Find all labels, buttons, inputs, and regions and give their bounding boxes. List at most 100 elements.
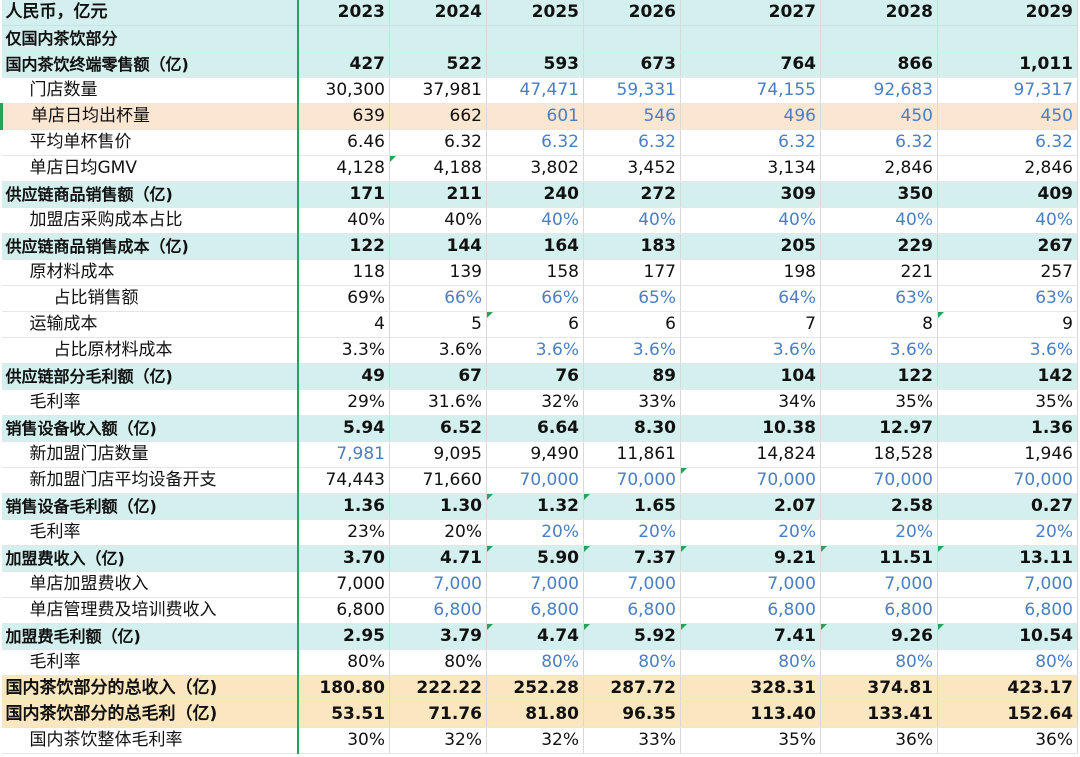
value-cell[interactable]: 177	[583, 259, 681, 286]
row-label-cell[interactable]: 占比原材料成本	[1, 337, 299, 364]
value-cell[interactable]: 53.51	[297, 701, 390, 728]
value-cell[interactable]: 40%	[486, 207, 584, 234]
value-cell[interactable]: 6,800	[680, 597, 821, 624]
value-cell[interactable]: 423.17	[937, 675, 1078, 702]
value-cell[interactable]: 10.54	[937, 623, 1078, 650]
value-cell[interactable]: 7,000	[583, 571, 681, 598]
value-cell[interactable]: 522	[389, 51, 487, 78]
value-cell[interactable]: 74,155	[680, 77, 821, 104]
row-label-cell[interactable]: 新加盟门店平均设备开支	[1, 467, 299, 494]
value-cell[interactable]: 1.36	[297, 493, 390, 520]
empty-cell[interactable]	[583, 25, 681, 52]
value-cell[interactable]: 11.51	[820, 545, 938, 572]
value-cell[interactable]: 546	[583, 103, 681, 130]
value-cell[interactable]: 1.36	[937, 415, 1078, 442]
row-label-cell[interactable]: 供应链商品销售额（亿)	[1, 181, 299, 208]
value-cell[interactable]: 142	[937, 363, 1078, 390]
value-cell[interactable]: 6.64	[486, 415, 584, 442]
value-cell[interactable]: 20%	[937, 519, 1078, 546]
value-cell[interactable]: 122	[820, 363, 938, 390]
value-cell[interactable]: 8	[820, 311, 938, 338]
year-header-cell[interactable]: 2025	[486, 0, 584, 26]
row-label-cell[interactable]: 供应链部分毛利额（亿)	[1, 363, 299, 390]
value-cell[interactable]: 309	[680, 181, 821, 208]
value-cell[interactable]: 96.35	[583, 701, 681, 728]
value-cell[interactable]: 2,846	[937, 155, 1078, 182]
value-cell[interactable]: 601	[486, 103, 584, 130]
value-cell[interactable]: 80%	[820, 649, 938, 676]
value-cell[interactable]: 152.64	[937, 701, 1078, 728]
value-cell[interactable]: 229	[820, 233, 938, 260]
value-cell[interactable]: 662	[389, 103, 487, 130]
value-cell[interactable]: 3.6%	[680, 337, 821, 364]
value-cell[interactable]: 10.38	[680, 415, 821, 442]
value-cell[interactable]: 69%	[297, 285, 390, 312]
value-cell[interactable]: 4	[297, 311, 390, 338]
value-cell[interactable]: 1.30	[389, 493, 487, 520]
value-cell[interactable]: 6.32	[680, 129, 821, 156]
value-cell[interactable]: 3.79	[389, 623, 487, 650]
value-cell[interactable]: 35%	[937, 389, 1078, 416]
value-cell[interactable]: 496	[680, 103, 821, 130]
value-cell[interactable]: 6,800	[937, 597, 1078, 624]
value-cell[interactable]: 92,683	[820, 77, 938, 104]
value-cell[interactable]: 164	[486, 233, 584, 260]
value-cell[interactable]: 222.22	[389, 675, 487, 702]
value-cell[interactable]: 14,824	[680, 441, 821, 468]
value-cell[interactable]: 4.74	[486, 623, 584, 650]
value-cell[interactable]: 63%	[937, 285, 1078, 312]
value-cell[interactable]: 13.11	[937, 545, 1078, 572]
value-cell[interactable]: 20%	[820, 519, 938, 546]
value-cell[interactable]: 240	[486, 181, 584, 208]
value-cell[interactable]: 2.95	[297, 623, 390, 650]
empty-cell[interactable]	[297, 25, 390, 52]
value-cell[interactable]: 34%	[680, 389, 821, 416]
value-cell[interactable]: 81.80	[486, 701, 584, 728]
row-label-cell[interactable]: 毛利率	[1, 389, 299, 416]
value-cell[interactable]: 6.52	[389, 415, 487, 442]
value-cell[interactable]: 205	[680, 233, 821, 260]
row-label-cell[interactable]: 国内茶饮部分的总收入（亿)	[1, 675, 299, 702]
value-cell[interactable]: 374.81	[820, 675, 938, 702]
value-cell[interactable]: 764	[680, 51, 821, 78]
value-cell[interactable]: 139	[389, 259, 487, 286]
value-cell[interactable]: 40%	[680, 207, 821, 234]
value-cell[interactable]: 0.27	[937, 493, 1078, 520]
value-cell[interactable]: 171	[297, 181, 390, 208]
value-cell[interactable]: 5.92	[583, 623, 681, 650]
value-cell[interactable]: 198	[680, 259, 821, 286]
value-cell[interactable]: 9,490	[486, 441, 584, 468]
value-cell[interactable]: 252.28	[486, 675, 584, 702]
value-cell[interactable]: 66%	[389, 285, 487, 312]
value-cell[interactable]: 5.90	[486, 545, 584, 572]
value-cell[interactable]: 267	[937, 233, 1078, 260]
value-cell[interactable]: 593	[486, 51, 584, 78]
value-cell[interactable]: 6.32	[583, 129, 681, 156]
value-cell[interactable]: 1.65	[583, 493, 681, 520]
value-cell[interactable]: 71.76	[389, 701, 487, 728]
value-cell[interactable]: 118	[297, 259, 390, 286]
value-cell[interactable]: 20%	[680, 519, 821, 546]
value-cell[interactable]: 35%	[680, 727, 821, 754]
value-cell[interactable]: 71,660	[389, 467, 487, 494]
value-cell[interactable]: 64%	[680, 285, 821, 312]
value-cell[interactable]: 450	[937, 103, 1078, 130]
value-cell[interactable]: 3.6%	[820, 337, 938, 364]
value-cell[interactable]: 20%	[583, 519, 681, 546]
value-cell[interactable]: 1,946	[937, 441, 1078, 468]
value-cell[interactable]: 70,000	[583, 467, 681, 494]
value-cell[interactable]: 80%	[583, 649, 681, 676]
value-cell[interactable]: 6,800	[486, 597, 584, 624]
row-label-cell[interactable]: 加盟费收入（亿)	[1, 545, 299, 572]
value-cell[interactable]: 427	[297, 51, 390, 78]
value-cell[interactable]: 7,000	[486, 571, 584, 598]
value-cell[interactable]: 9,095	[389, 441, 487, 468]
header-unit-cell[interactable]: 人民币，亿元	[1, 0, 299, 26]
value-cell[interactable]: 3,134	[680, 155, 821, 182]
value-cell[interactable]: 866	[820, 51, 938, 78]
value-cell[interactable]: 80%	[389, 649, 487, 676]
section-label-cell[interactable]: 仅国内茶饮部分	[1, 25, 299, 52]
value-cell[interactable]: 40%	[820, 207, 938, 234]
row-label-cell[interactable]: 供应链商品销售成本（亿)	[1, 233, 299, 260]
value-cell[interactable]: 122	[297, 233, 390, 260]
